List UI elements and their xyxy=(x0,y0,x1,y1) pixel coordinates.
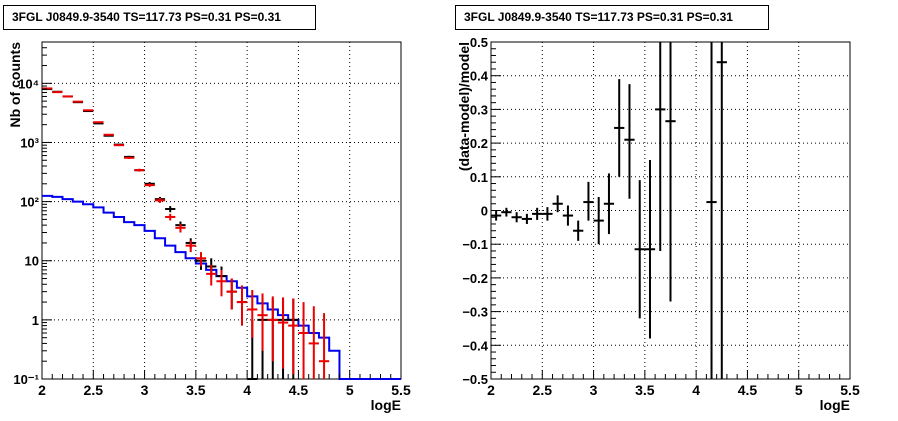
data-point xyxy=(614,79,625,177)
y-tick-label: −0.2 xyxy=(462,271,488,286)
data-point xyxy=(195,252,207,267)
data-point xyxy=(491,210,502,221)
x-tick-label: 4 xyxy=(243,382,251,398)
data-point xyxy=(552,195,563,213)
y-tick-label: −0.5 xyxy=(462,372,488,387)
counts-chart: 2 2.5 3 3.5 4 4.5 5 5.5 10⁻¹ 1 10 10² 10³ 10⁴ logE Nb… xyxy=(7,41,411,413)
model-histogram-line xyxy=(42,194,401,380)
y-tick-label: 0.5 xyxy=(470,35,488,50)
data-point xyxy=(83,109,94,112)
data-point xyxy=(521,213,533,224)
data-point xyxy=(655,42,666,251)
y-tick-label: 0 xyxy=(481,204,488,219)
x-tick-label: 3 xyxy=(141,382,149,398)
data-point xyxy=(665,42,676,302)
x-tick-label: 4.5 xyxy=(738,382,758,398)
data-point xyxy=(103,133,114,136)
data-point xyxy=(206,264,217,286)
x-tick-label: 5 xyxy=(795,382,803,398)
y-axis-label: Nb of counts xyxy=(7,42,23,128)
data-point xyxy=(62,95,73,98)
y-tick-label: 10³ xyxy=(20,135,39,150)
data-point xyxy=(72,100,84,103)
x-tick-label: 2 xyxy=(487,382,495,398)
data-point xyxy=(277,297,289,369)
data-point xyxy=(532,207,543,220)
data-point xyxy=(236,285,248,326)
y-axis-label: (data-model)/model xyxy=(456,42,472,171)
data-point xyxy=(165,213,176,221)
y-tick-label: 10 xyxy=(25,254,39,269)
data-point xyxy=(124,156,135,159)
data-point xyxy=(562,205,574,226)
x-tick-label: 2.5 xyxy=(533,382,553,398)
x-tick-label: 2.5 xyxy=(84,382,104,398)
data-point xyxy=(42,87,53,90)
data-point xyxy=(185,240,196,253)
y-tick-label: −0.3 xyxy=(462,305,488,320)
residuals-chart: 2 2.5 3 3.5 4 4.5 5 5.5 −0.5 −0.4 −0.3 −0.2 −0.1 0 0.1… xyxy=(456,35,860,413)
data-point xyxy=(52,91,63,94)
data-point xyxy=(226,278,237,310)
y-tick-label: −0.1 xyxy=(462,237,488,252)
data-point xyxy=(298,302,309,379)
data-point xyxy=(175,223,186,233)
data-point xyxy=(603,173,615,235)
y-tick-label: −0.4 xyxy=(462,338,488,353)
data-point xyxy=(706,42,717,379)
data-point xyxy=(501,207,512,217)
data-point xyxy=(593,197,604,245)
y-tick-label: 10⁻¹ xyxy=(13,372,39,387)
x-tick-label: 4 xyxy=(692,382,700,398)
data-point xyxy=(511,212,522,223)
x-tick-label: 3.5 xyxy=(635,382,655,398)
plot-frame xyxy=(41,41,402,380)
chart-title: 3FGL J0849.9-3540 TS=117.73 PS=0.31 PS=0… xyxy=(455,5,769,30)
y-tick-label: 0.4 xyxy=(470,69,489,84)
y-tick-label: 0.1 xyxy=(470,170,488,185)
y-tick-label: 10⁴ xyxy=(18,76,39,91)
counts-panel: 3FGL J0849.9-3540 TS=117.73 PS=0.31 PS=0… xyxy=(3,5,411,413)
y-tick-label: 0.3 xyxy=(470,102,488,117)
data-point xyxy=(583,181,594,221)
data-point xyxy=(247,289,258,338)
data-point xyxy=(573,220,584,241)
y-tick-label: 10² xyxy=(20,195,39,210)
data-point xyxy=(288,298,299,375)
data-point xyxy=(644,159,656,339)
data-point xyxy=(113,144,125,147)
x-tick-label: 5 xyxy=(346,382,354,398)
data-point xyxy=(134,168,145,172)
data-point xyxy=(542,207,553,221)
data-point xyxy=(216,269,227,297)
data-point xyxy=(308,306,319,379)
x-tick-label: 5.5 xyxy=(391,382,411,398)
x-tick-label: 5.5 xyxy=(840,382,860,398)
x-axis-label: logE xyxy=(820,397,850,413)
data-point xyxy=(154,198,166,203)
chart-title: 3FGL J0849.9-3540 TS=117.73 PS=0.31 PS=0… xyxy=(3,5,316,30)
data-point xyxy=(93,121,104,124)
data-point xyxy=(634,180,645,319)
y-tick-label: 0.2 xyxy=(470,136,488,151)
x-tick-label: 2 xyxy=(38,382,46,398)
x-tick-label: 4.5 xyxy=(289,382,309,398)
data-point xyxy=(716,42,727,379)
x-tick-label: 3 xyxy=(590,382,598,398)
data-point xyxy=(318,313,330,379)
data-point xyxy=(165,206,176,213)
x-axis-label: logE xyxy=(371,397,401,413)
residuals-panel: 3FGL J0849.9-3540 TS=117.73 PS=0.31 PS=0… xyxy=(449,0,898,421)
data-point xyxy=(267,296,278,362)
data-point xyxy=(144,183,155,187)
x-tick-label: 3.5 xyxy=(186,382,206,398)
y-tick-label: 1 xyxy=(32,313,39,328)
data-point xyxy=(257,293,268,351)
data-point xyxy=(624,84,635,199)
